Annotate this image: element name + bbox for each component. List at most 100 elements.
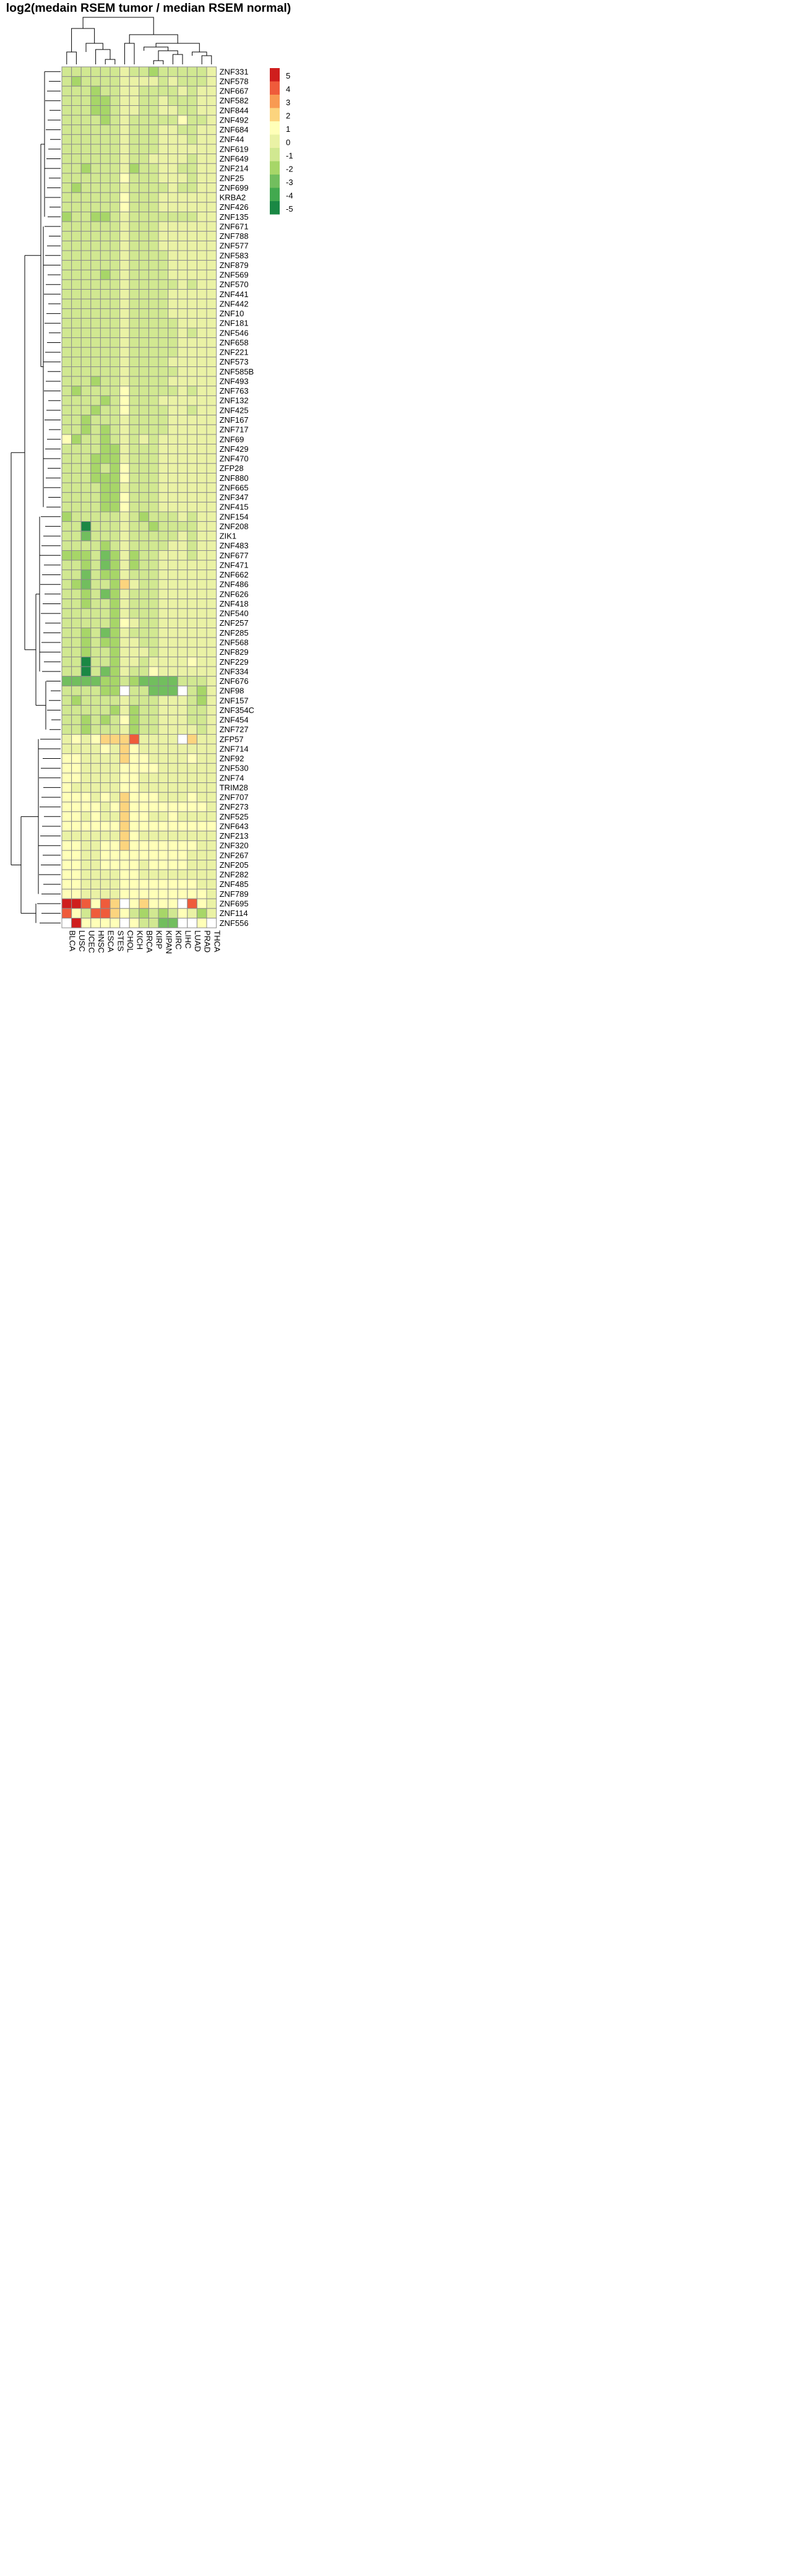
heatmap-cell bbox=[206, 840, 217, 851]
heatmap-cell bbox=[80, 550, 92, 561]
legend-label: -1 bbox=[286, 151, 293, 160]
heatmap-cell bbox=[206, 347, 217, 358]
heatmap-cell bbox=[206, 76, 217, 87]
heatmap-cell bbox=[129, 724, 140, 735]
heatmap-cell bbox=[158, 366, 169, 377]
heatmap-cell bbox=[148, 221, 159, 232]
dendrogram-branch bbox=[35, 903, 61, 923]
legend-label: 4 bbox=[286, 85, 290, 94]
heatmap-cell bbox=[206, 656, 217, 667]
column-label: PRAD bbox=[203, 930, 212, 953]
heatmap-cell bbox=[100, 366, 111, 377]
heatmap-cell bbox=[177, 192, 188, 203]
heatmap-cell bbox=[119, 908, 130, 918]
heatmap-cell bbox=[148, 733, 159, 745]
heatmap-cell bbox=[71, 337, 82, 348]
heatmap-cell bbox=[187, 327, 197, 339]
heatmap-cell bbox=[100, 231, 111, 241]
heatmap-cell bbox=[90, 163, 101, 174]
heatmap-cell bbox=[129, 66, 140, 77]
heatmap-cell bbox=[61, 105, 72, 116]
heatmap-cell bbox=[100, 850, 111, 861]
row-label: ZNF485 bbox=[220, 880, 249, 889]
heatmap-cell bbox=[100, 782, 111, 793]
heatmap-cell bbox=[158, 908, 169, 918]
heatmap-cell bbox=[158, 66, 169, 77]
heatmap-cell bbox=[129, 560, 140, 571]
heatmap-cell bbox=[177, 415, 188, 425]
heatmap-cell bbox=[139, 908, 149, 918]
heatmap-cell bbox=[148, 540, 159, 551]
heatmap-cell bbox=[80, 579, 92, 590]
heatmap-cell bbox=[61, 579, 72, 590]
heatmap-cell bbox=[177, 95, 188, 106]
heatmap-cell bbox=[71, 279, 82, 290]
heatmap-cell bbox=[139, 395, 149, 406]
heatmap-cell bbox=[206, 192, 217, 203]
row-label: ZNF493 bbox=[220, 376, 249, 386]
heatmap-cell bbox=[187, 153, 197, 164]
heatmap-cell bbox=[206, 424, 217, 435]
heatmap-cell bbox=[168, 183, 178, 193]
heatmap-cell bbox=[119, 298, 130, 309]
heatmap-cell bbox=[196, 153, 207, 164]
row-label: ZNF577 bbox=[220, 241, 249, 251]
heatmap-cell bbox=[139, 288, 149, 300]
heatmap-cell bbox=[168, 869, 178, 880]
heatmap-cell bbox=[148, 637, 159, 648]
heatmap-cell bbox=[177, 211, 188, 222]
heatmap-cell bbox=[119, 444, 130, 454]
heatmap-cell bbox=[90, 530, 101, 542]
heatmap-cell bbox=[80, 628, 92, 638]
heatmap-cell bbox=[90, 202, 101, 212]
heatmap-cell bbox=[158, 444, 169, 454]
heatmap-cell bbox=[80, 511, 92, 522]
heatmap-cell bbox=[119, 550, 130, 561]
heatmap-cell bbox=[148, 366, 159, 377]
heatmap-cell bbox=[139, 231, 149, 241]
heatmap-cell bbox=[177, 569, 188, 580]
heatmap-cell bbox=[110, 917, 121, 928]
heatmap-cell bbox=[206, 898, 217, 909]
heatmap-cell bbox=[139, 308, 149, 319]
heatmap-cell bbox=[148, 599, 159, 609]
dendrogram-branch bbox=[153, 60, 164, 64]
row-label: ZNF658 bbox=[220, 338, 249, 347]
heatmap-cell bbox=[206, 463, 217, 473]
heatmap-cell bbox=[148, 753, 159, 764]
heatmap-cell bbox=[80, 714, 92, 725]
heatmap-cell bbox=[196, 869, 207, 880]
heatmap-cell bbox=[177, 772, 188, 784]
heatmap-cell bbox=[90, 685, 101, 696]
heatmap-cell bbox=[110, 724, 121, 735]
heatmap-cell bbox=[110, 869, 121, 880]
row-label: ZNF684 bbox=[220, 125, 249, 134]
heatmap-cell bbox=[61, 501, 72, 512]
heatmap-cell bbox=[139, 733, 149, 745]
heatmap-cell bbox=[158, 540, 169, 551]
heatmap-cell bbox=[177, 183, 188, 193]
heatmap-cell bbox=[90, 889, 101, 899]
heatmap-cell bbox=[196, 792, 207, 803]
heatmap-cell bbox=[129, 618, 140, 629]
legend-label: -2 bbox=[286, 165, 293, 174]
heatmap-cell bbox=[206, 357, 217, 368]
heatmap-cell bbox=[61, 917, 72, 928]
column-label: LIHC bbox=[184, 930, 193, 949]
heatmap-cell bbox=[71, 66, 82, 77]
heatmap-cell bbox=[119, 705, 130, 715]
heatmap-cell bbox=[71, 685, 82, 696]
heatmap-cell bbox=[110, 637, 121, 648]
heatmap-cell bbox=[90, 917, 101, 928]
dendrogram-branch bbox=[71, 28, 95, 52]
row-label: ZNF470 bbox=[220, 454, 249, 464]
heatmap-cell bbox=[168, 269, 178, 280]
heatmap-cell bbox=[71, 860, 82, 870]
heatmap-cell bbox=[168, 260, 178, 270]
heatmap-cell bbox=[196, 124, 207, 135]
heatmap-cell bbox=[110, 250, 121, 261]
heatmap-cell bbox=[129, 743, 140, 754]
heatmap-cell bbox=[168, 202, 178, 212]
heatmap-cell bbox=[158, 666, 169, 677]
heatmap-cell bbox=[206, 550, 217, 561]
